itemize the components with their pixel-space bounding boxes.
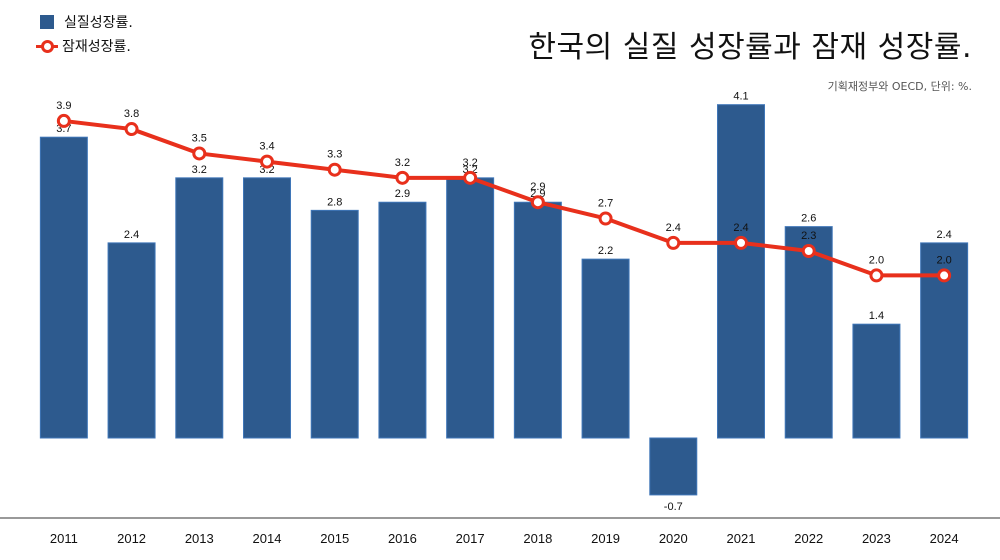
bar <box>784 226 833 439</box>
line-value-label: 2.0 <box>936 254 951 266</box>
x-tick-label: 2022 <box>794 531 823 546</box>
potential-growth-line <box>63 118 945 278</box>
x-tick-label: 2013 <box>185 531 214 546</box>
x-tick-label: 2021 <box>727 531 756 546</box>
x-tick-label: 2020 <box>659 531 688 546</box>
line-value-label: 2.3 <box>801 230 816 242</box>
line-value-label: 3.3 <box>327 149 342 161</box>
line-point <box>801 244 816 259</box>
x-tick-label: 2023 <box>862 531 891 546</box>
x-tick-label: 2016 <box>388 531 417 546</box>
line-point <box>530 195 545 210</box>
x-tick-label: 2017 <box>456 531 485 546</box>
bar <box>39 136 88 439</box>
bar-value-label: 2.9 <box>395 188 410 200</box>
line-point <box>192 146 207 161</box>
bar-value-label: 1.4 <box>869 310 884 322</box>
legend-label-real-growth: 실질성장률. <box>64 15 133 31</box>
line-point <box>463 170 478 185</box>
line-value-label: 3.8 <box>124 108 139 120</box>
bar-value-label: 2.4 <box>936 229 951 241</box>
line-value-label: 2.4 <box>666 222 681 234</box>
x-tick-label: 2014 <box>253 531 282 546</box>
bar-value-label: 4.1 <box>733 91 748 103</box>
line-point <box>327 162 342 177</box>
x-tick-label: 2018 <box>523 531 552 546</box>
bar <box>107 242 156 439</box>
line-point <box>56 113 71 128</box>
legend-label-potential-growth: 잠재성장률. <box>62 39 131 55</box>
x-tick-label: 2015 <box>320 531 349 546</box>
bar-value-label: 3.2 <box>192 164 207 176</box>
bar <box>310 209 359 439</box>
bar <box>378 201 427 439</box>
legend-item-potential-growth: 잠재성장률. <box>36 34 133 58</box>
line-value-label: 2.9 <box>530 181 545 193</box>
line-point <box>937 268 952 283</box>
bar <box>717 104 765 439</box>
line-value-label: 2.7 <box>598 197 613 209</box>
bar <box>581 258 630 439</box>
bar-value-label: 2.6 <box>801 213 816 225</box>
bar <box>446 177 495 439</box>
line-value-label: 2.4 <box>733 222 748 234</box>
line-point <box>869 268 884 283</box>
x-tick-label: 2011 <box>50 531 78 546</box>
chart-source-note: 기획재정부와 OECD, 단위: %. <box>827 80 972 93</box>
bar-value-label: 2.8 <box>327 196 342 208</box>
line-value-label: 3.4 <box>259 141 274 153</box>
bar-value-label: 2.4 <box>124 229 139 241</box>
x-tick-label: 2019 <box>591 531 620 546</box>
line-point <box>124 122 139 137</box>
bar <box>852 323 901 439</box>
line-point <box>598 211 613 226</box>
bar <box>649 437 698 496</box>
bar <box>513 201 562 439</box>
bar-swatch-icon <box>40 15 54 29</box>
x-tick-label: 2024 <box>930 531 959 546</box>
line-value-label: 3.2 <box>462 157 477 169</box>
line-value-label: 3.9 <box>56 100 71 112</box>
line-point <box>260 154 274 169</box>
bar <box>175 177 224 439</box>
legend-item-real-growth: 실질성장률. <box>40 10 133 34</box>
line-point <box>395 170 410 185</box>
bar-value-label: 2.2 <box>598 245 613 257</box>
line-point <box>666 235 681 250</box>
x-tick-label: 2012 <box>117 531 146 546</box>
bar <box>243 177 291 439</box>
line-point <box>734 235 748 250</box>
bar-value-label: -0.7 <box>664 501 683 513</box>
legend: 실질성장률. 잠재성장률. <box>36 10 133 58</box>
line-marker-swatch-icon <box>36 39 58 53</box>
line-value-label: 3.5 <box>192 132 207 144</box>
line-value-label: 3.2 <box>395 157 410 169</box>
chart-title: 한국의 실질 성장률과 잠재 성장률. <box>528 30 972 65</box>
line-value-label: 2.0 <box>869 254 884 266</box>
